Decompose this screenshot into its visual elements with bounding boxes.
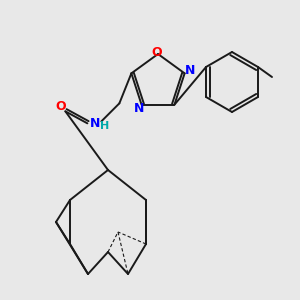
Text: O: O	[152, 46, 162, 59]
Text: N: N	[134, 102, 145, 115]
Text: N: N	[184, 64, 195, 77]
Text: O: O	[55, 100, 66, 113]
Text: N: N	[90, 117, 100, 130]
Text: H: H	[100, 121, 109, 131]
